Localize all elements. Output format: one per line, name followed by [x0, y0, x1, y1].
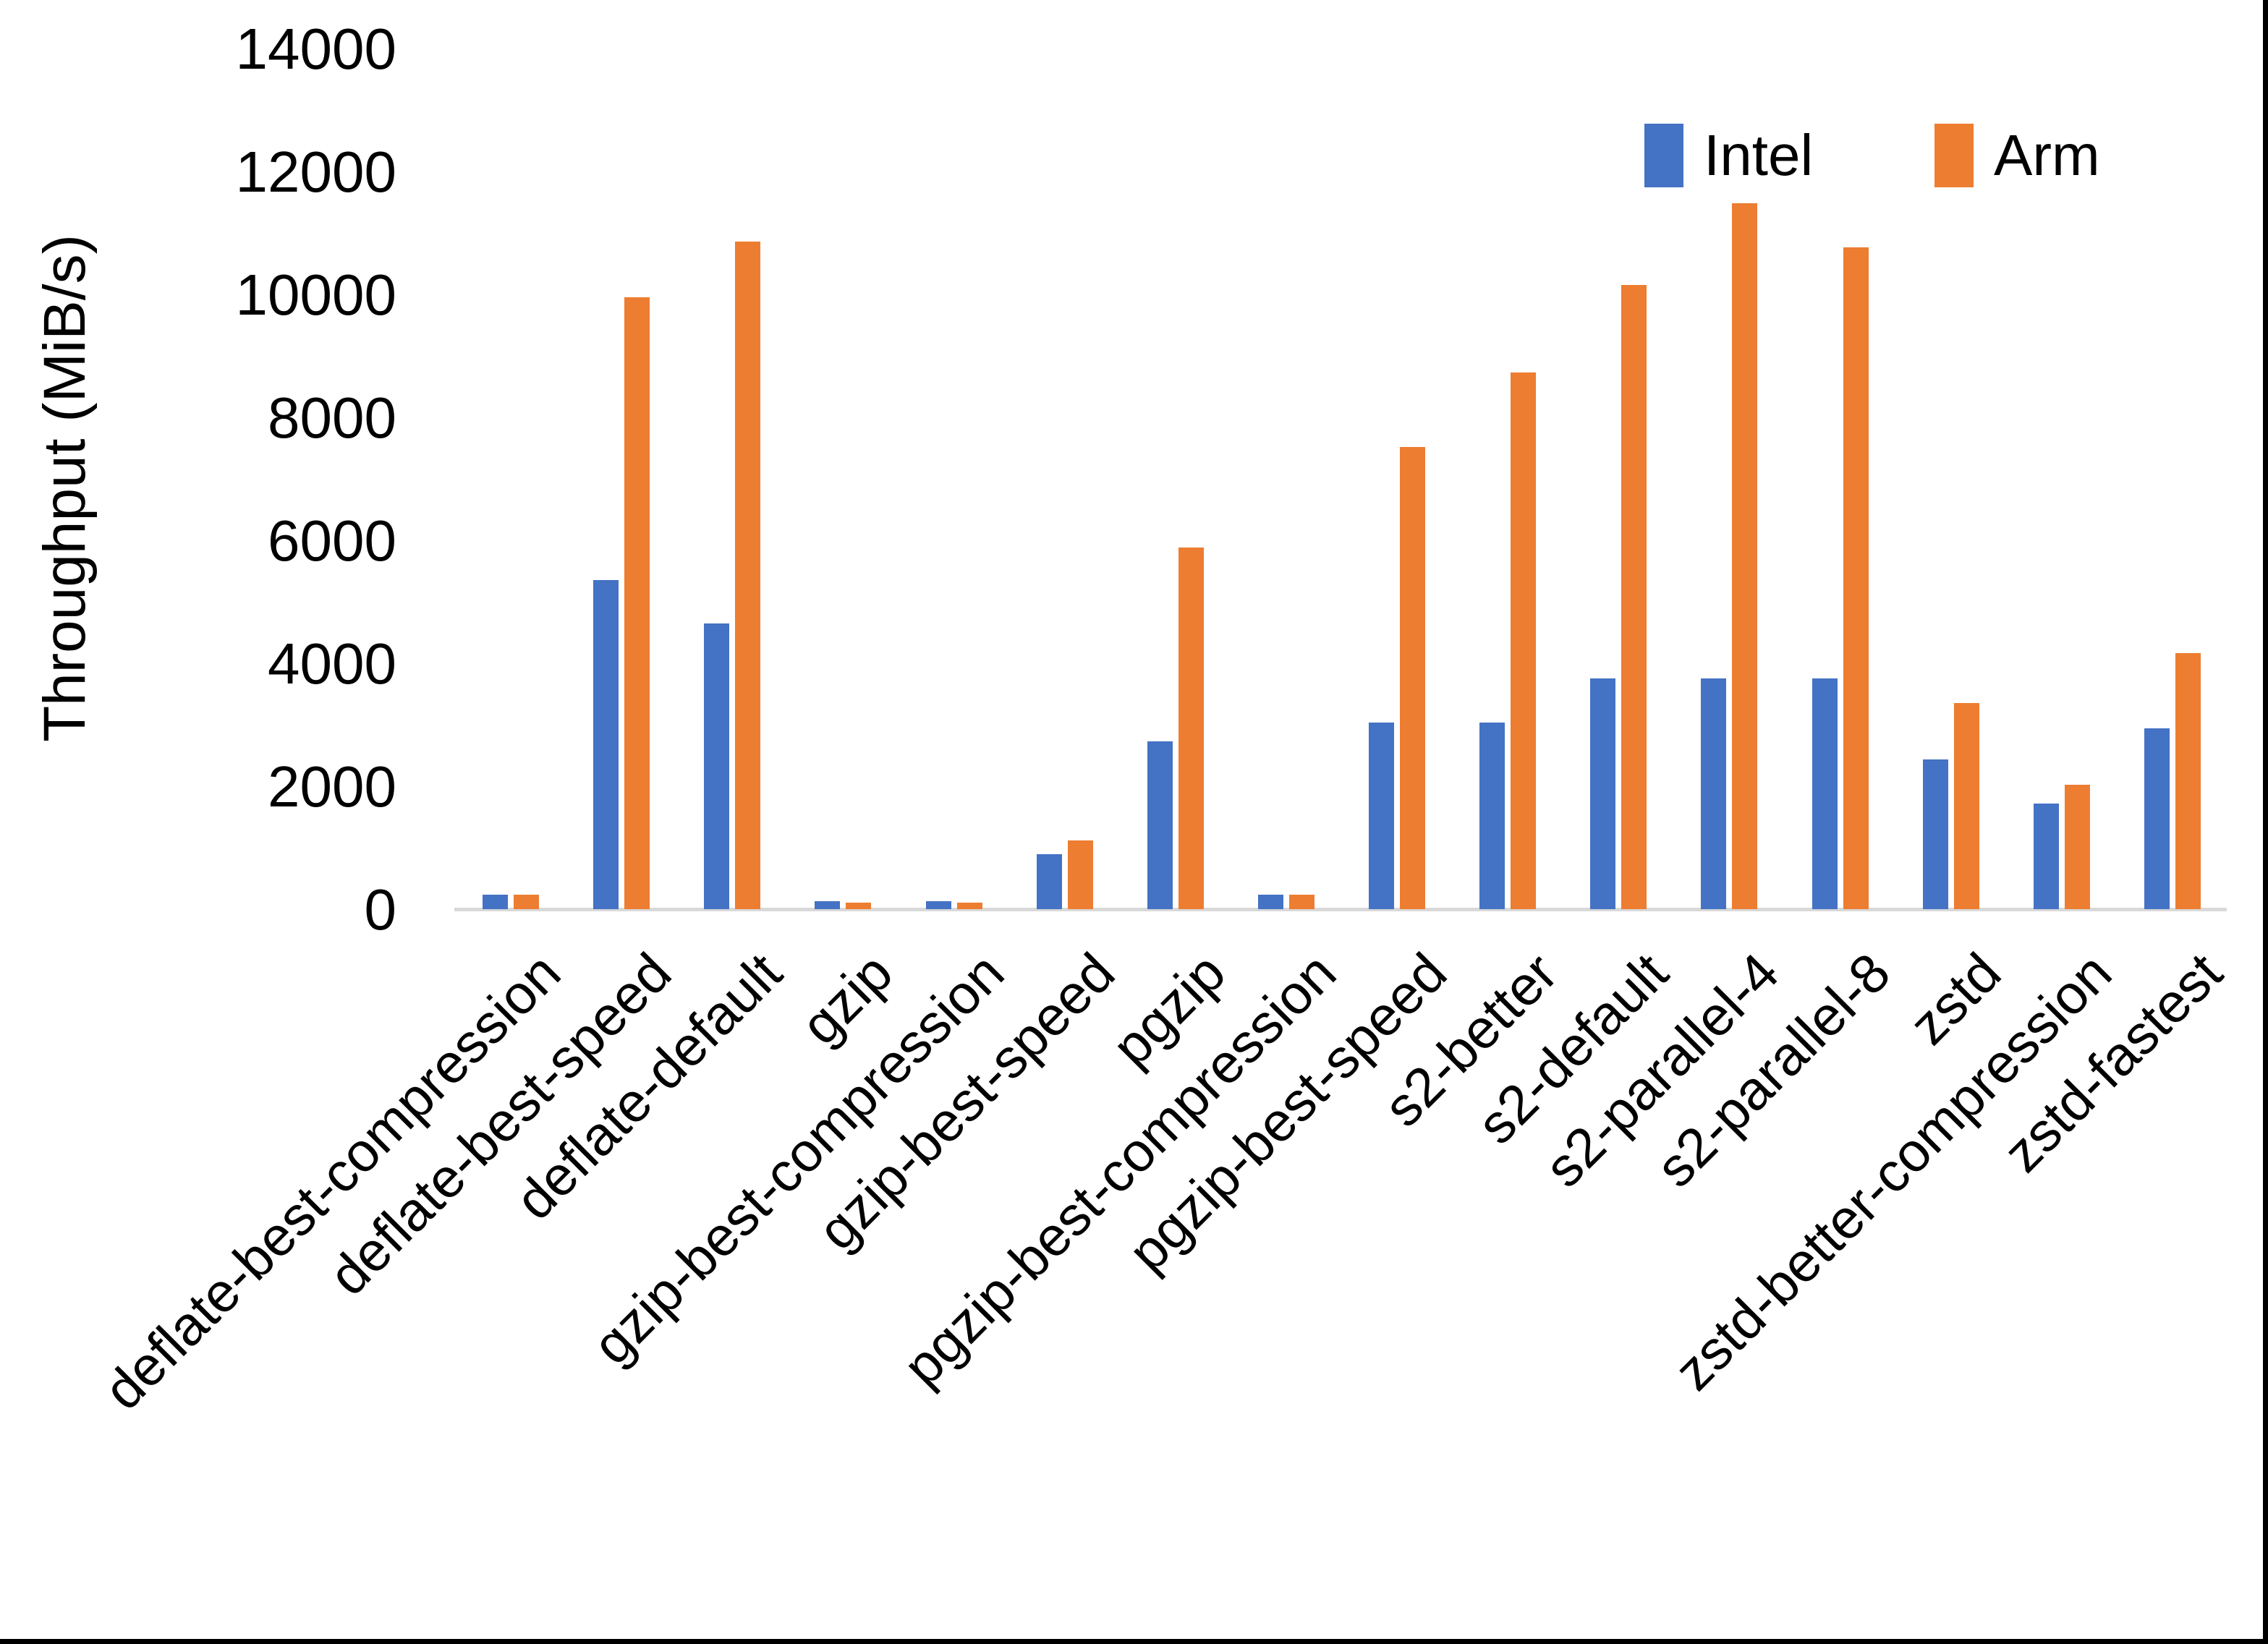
intel-bar-zstd — [1923, 759, 1948, 909]
intel-bar-s2-better — [1479, 723, 1505, 909]
y-tick-label: 6000 — [268, 508, 396, 573]
arm-bar-zstd-better-compression — [2065, 785, 2090, 909]
y-tick-label: 10000 — [235, 263, 396, 327]
arm-bar-deflate-best-speed — [624, 297, 650, 909]
y-tick-label: 14000 — [235, 17, 396, 81]
intel-bar-gzip-best-speed — [1037, 854, 1062, 909]
arm-bar-pgzip-best-compression — [1289, 895, 1314, 909]
intel-legend-swatch — [1644, 124, 1683, 187]
legend-item-intel: Intel — [1644, 116, 1813, 195]
intel-bar-pgzip-best-compression — [1258, 895, 1283, 909]
intel-bar-pgzip-best-speed — [1369, 723, 1394, 909]
arm-bar-deflate-default — [735, 242, 760, 909]
intel-bar-zstd-fastest — [2144, 728, 2170, 909]
screenshot-right-border — [2263, 0, 2268, 1644]
legend-item-arm: Arm — [1934, 116, 2100, 195]
intel-bar-s2-parallel-4 — [1701, 678, 1726, 909]
arm-bar-s2-parallel-8 — [1843, 247, 1869, 909]
intel-legend-label: Intel — [1704, 123, 1814, 187]
intel-bar-deflate-best-compression — [483, 895, 508, 909]
arm-bar-zstd-fastest — [2175, 653, 2201, 909]
y-tick-label: 2000 — [268, 754, 396, 819]
arm-bar-pgzip-best-speed — [1400, 447, 1425, 909]
arm-bar-deflate-best-compression — [514, 895, 539, 909]
intel-bar-gzip-best-compression — [926, 901, 951, 909]
arm-bar-zstd — [1954, 703, 1979, 909]
arm-bar-s2-parallel-4 — [1732, 203, 1757, 909]
arm-bar-gzip-best-compression — [957, 903, 982, 909]
arm-bar-pgzip — [1178, 548, 1204, 909]
intel-bar-gzip — [815, 901, 840, 909]
y-tick-label: 8000 — [268, 386, 396, 450]
arm-legend-swatch — [1934, 124, 1974, 187]
intel-bar-zstd-better-compression — [2034, 804, 2059, 909]
y-tick-label: 0 — [364, 877, 397, 942]
intel-bar-deflate-default — [704, 623, 729, 909]
intel-bar-pgzip — [1147, 741, 1173, 909]
intel-bar-deflate-best-speed — [593, 580, 619, 909]
y-tick-label: 12000 — [235, 140, 396, 204]
y-tick-label: 4000 — [268, 631, 396, 696]
arm-bar-gzip-best-speed — [1068, 840, 1093, 909]
x-axis-line — [454, 908, 2227, 911]
arm-bar-gzip — [846, 903, 871, 909]
intel-bar-s2-parallel-8 — [1812, 678, 1838, 909]
intel-bar-s2-default — [1590, 678, 1615, 909]
arm-legend-label: Arm — [1994, 123, 2100, 187]
screenshot-bottom-border — [0, 1639, 2268, 1644]
arm-bar-s2-default — [1621, 285, 1647, 909]
arm-bar-s2-better — [1511, 372, 1536, 909]
